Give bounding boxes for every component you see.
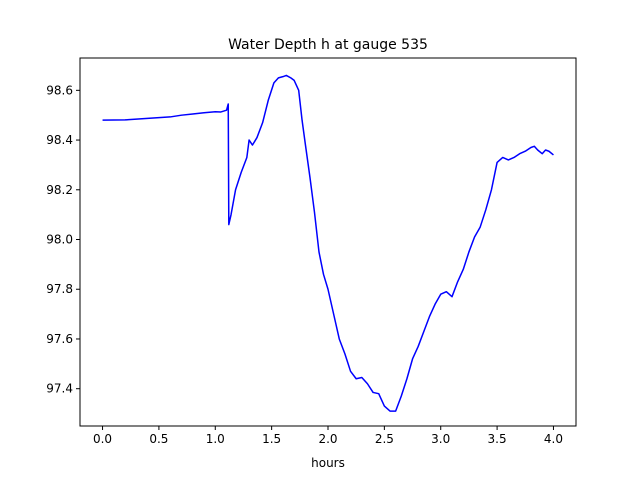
x-tick-label: 1.5 <box>262 432 281 446</box>
y-tick-label: 98.2 <box>46 183 73 197</box>
x-tick-label: 0.0 <box>93 432 112 446</box>
series-line-0 <box>102 74 554 412</box>
y-tick-label: 97.6 <box>46 332 73 346</box>
x-tick-label: 2.5 <box>375 432 394 446</box>
x-axis: 0.0 0.5 1.0 1.5 2.0 2.5 3.0 3.5 4.0 <box>93 426 563 446</box>
y-axis: 97.4 97.6 97.8 98.0 98.2 98.4 98.6 <box>46 83 80 396</box>
data-layer <box>102 74 554 412</box>
x-tick-label: 2.0 <box>318 432 337 446</box>
y-tick-label: 98.6 <box>46 83 73 97</box>
y-tick-label: 97.4 <box>46 382 73 396</box>
x-axis-label: hours <box>311 456 345 470</box>
y-tick-label: 98.4 <box>46 133 73 147</box>
y-tick-label: 98.0 <box>46 233 73 247</box>
x-tick-label: 0.5 <box>149 432 168 446</box>
y-tick-label: 97.8 <box>46 282 73 296</box>
chart-title: Water Depth h at gauge 535 <box>228 37 428 53</box>
x-tick-label: 3.0 <box>431 432 450 446</box>
x-tick-label: 4.0 <box>544 432 563 446</box>
x-tick-label: 1.0 <box>206 432 225 446</box>
x-tick-label: 3.5 <box>488 432 507 446</box>
